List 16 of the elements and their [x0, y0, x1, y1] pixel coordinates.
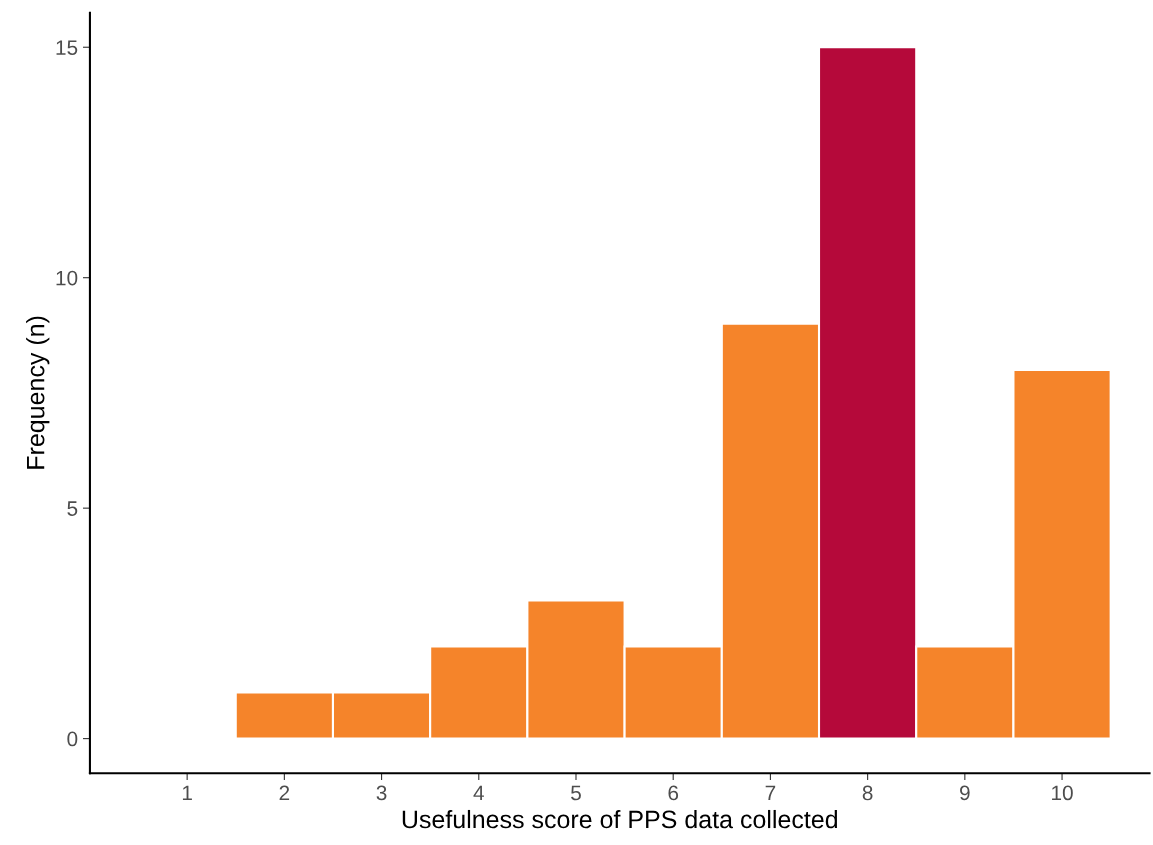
- x-tick-label: 8: [862, 785, 873, 801]
- x-tick-label: 9: [960, 785, 970, 801]
- y-tick-label: 15: [56, 40, 78, 55]
- x-tick-label: 5: [571, 785, 581, 801]
- y-tick-label: 5: [67, 501, 78, 516]
- y-axis-title: Frequency (n): [26, 316, 50, 469]
- x-tick-label: 2: [279, 785, 290, 801]
- x-tick-label: 6: [668, 785, 679, 801]
- x-axis-title: Usefulness score of PPS data collected: [402, 809, 837, 829]
- y-tick-label: 10: [56, 270, 78, 286]
- x-tick-label: 3: [376, 785, 387, 801]
- x-tick-label: 4: [473, 785, 484, 801]
- y-tick-label: 0: [67, 731, 78, 747]
- x-tick-label: 7: [765, 785, 776, 801]
- x-tick-label: 1: [182, 785, 192, 801]
- x-tick-label: 10: [1052, 785, 1073, 801]
